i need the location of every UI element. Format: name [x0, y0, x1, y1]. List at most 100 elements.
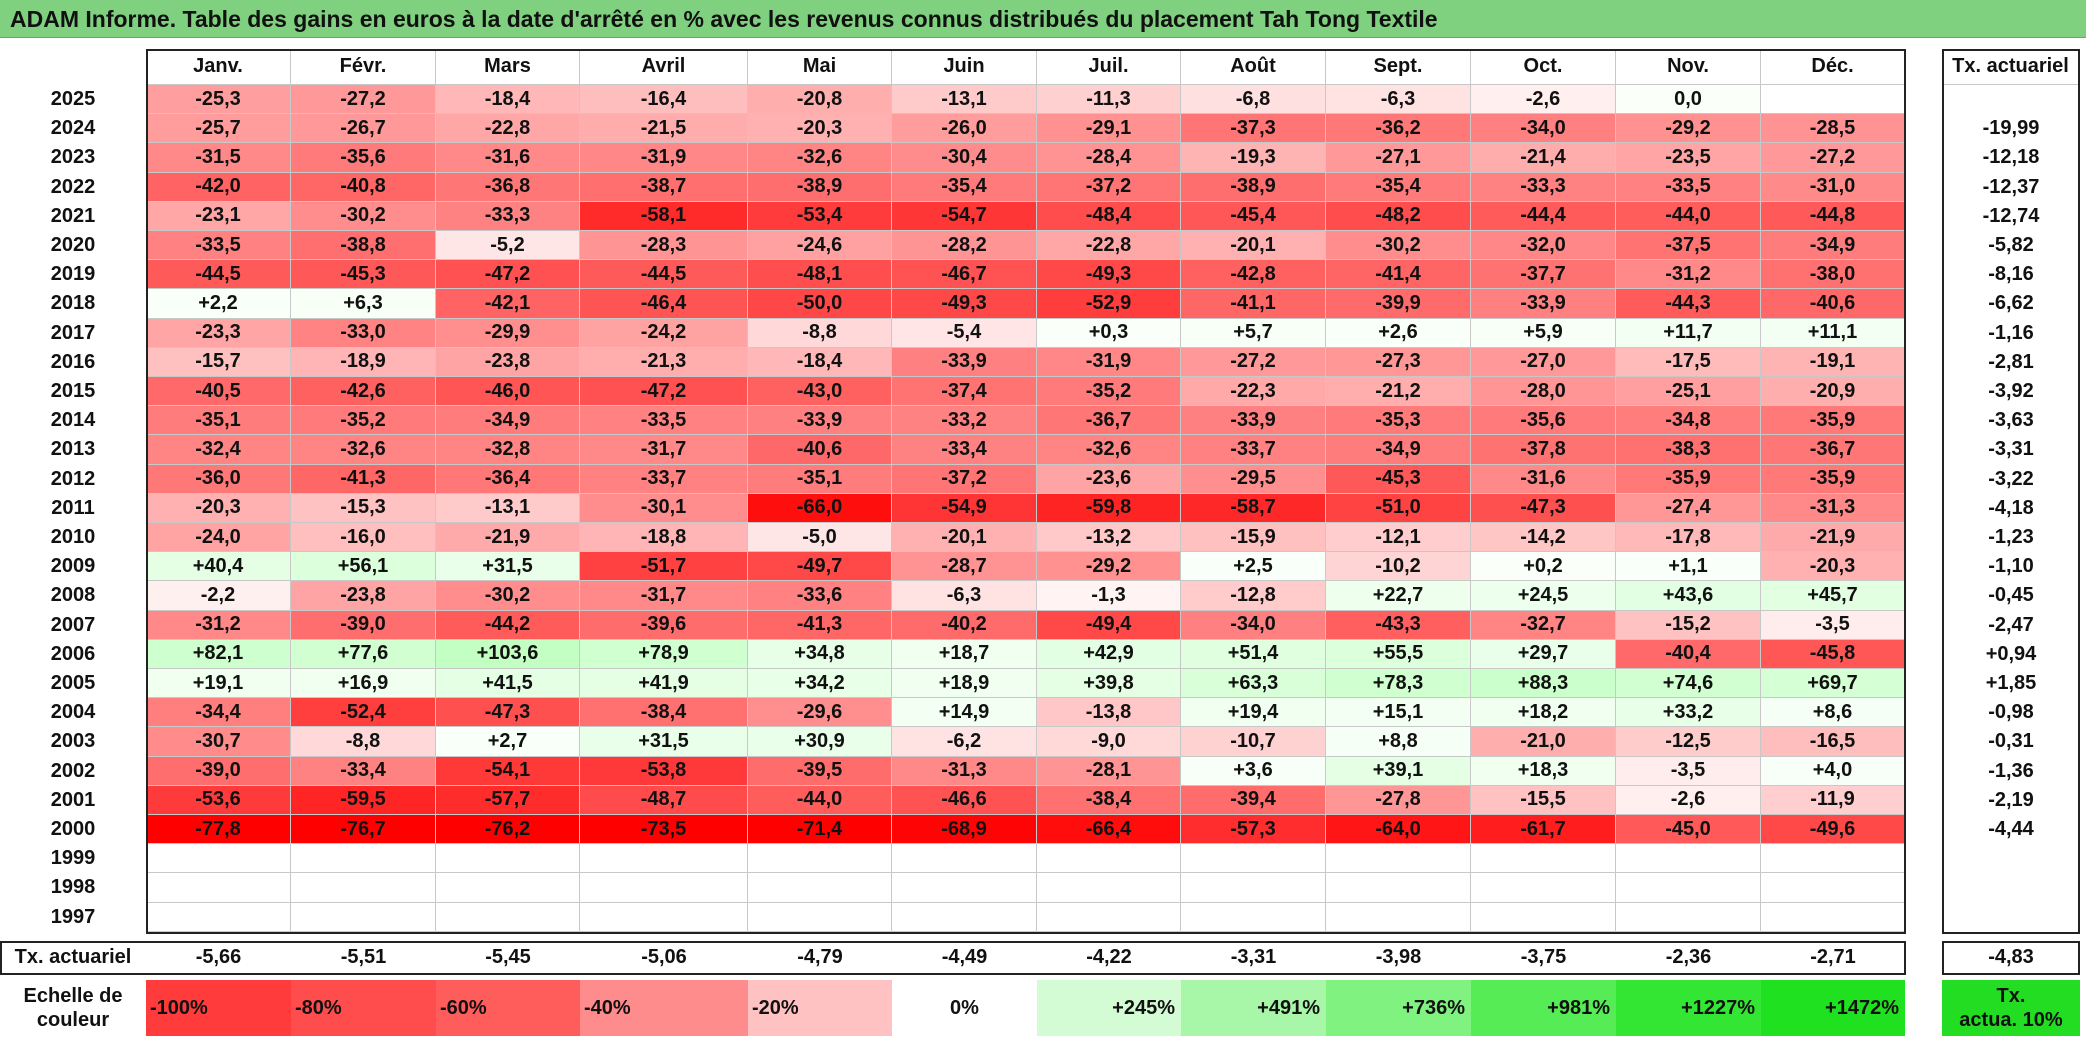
- value-cell: +0,3: [1037, 318, 1181, 348]
- month-header: Sept.: [1326, 49, 1471, 85]
- value-cell: [436, 844, 580, 874]
- value-cell: -41,1: [1181, 289, 1326, 319]
- value-cell: +103,6: [436, 639, 580, 669]
- value-cell: +8,8: [1326, 727, 1471, 757]
- year-label: 2004: [50, 701, 96, 724]
- year-label: 2021: [50, 204, 96, 227]
- color-scale-label-line1: Echelle de: [23, 985, 123, 1007]
- value-cell: +82,1: [146, 639, 291, 669]
- value-cell: 0,0: [1616, 85, 1761, 115]
- value-cell: -34,4: [146, 698, 291, 728]
- value-cell: +31,5: [436, 552, 580, 582]
- month-header: Août: [1181, 49, 1326, 85]
- value-cell: -2,6: [1616, 785, 1761, 815]
- value-cell: -28,5: [1761, 114, 1905, 144]
- value-cell: -27,2: [291, 85, 436, 115]
- annual-rate-cell: +1,85: [1985, 672, 2037, 695]
- value-cell: -33,3: [436, 201, 580, 231]
- value-cell: -20,1: [892, 523, 1037, 553]
- year-label: 1997: [50, 905, 96, 928]
- year-label: 1999: [50, 847, 96, 870]
- value-cell: +2,7: [436, 727, 580, 757]
- value-cell: -73,5: [580, 815, 748, 845]
- value-cell: -51,0: [1326, 493, 1471, 523]
- value-cell: [1181, 844, 1326, 874]
- value-cell: -66,4: [1037, 815, 1181, 845]
- value-cell: +16,9: [291, 669, 436, 699]
- annual-rate-cell: -12,74: [1982, 204, 2040, 227]
- value-cell: +19,4: [1181, 698, 1326, 728]
- month-header: Janv.: [146, 49, 291, 85]
- value-cell: +34,8: [748, 639, 892, 669]
- value-cell: -30,2: [291, 201, 436, 231]
- value-cell: [748, 902, 892, 932]
- value-cell: -22,8: [436, 114, 580, 144]
- value-cell: -49,4: [1037, 610, 1181, 640]
- value-cell: -46,7: [892, 260, 1037, 290]
- value-cell: -5,0: [748, 523, 892, 553]
- value-cell: -61,7: [1471, 815, 1616, 845]
- value-cell: +40,4: [146, 552, 291, 582]
- value-cell: -30,2: [1326, 231, 1471, 261]
- value-cell: -22,3: [1181, 377, 1326, 407]
- year-label: 2001: [50, 788, 96, 811]
- value-cell: [892, 873, 1037, 903]
- value-cell: [1616, 844, 1761, 874]
- annual-rate-cell: -2,19: [1988, 788, 2034, 811]
- footer-rate-cell: -4,49: [941, 946, 988, 969]
- value-cell: [748, 873, 892, 903]
- value-cell: -12,8: [1181, 581, 1326, 611]
- value-cell: -33,5: [1616, 172, 1761, 202]
- value-cell: -47,2: [580, 377, 748, 407]
- value-cell: -42,8: [1181, 260, 1326, 290]
- value-cell: -29,6: [748, 698, 892, 728]
- color-scale-step: -100%: [146, 980, 291, 1036]
- value-cell: -36,4: [436, 464, 580, 494]
- value-cell: +51,4: [1181, 639, 1326, 669]
- year-label: 2015: [50, 380, 96, 403]
- value-cell: -33,9: [1471, 289, 1616, 319]
- value-cell: [1616, 873, 1761, 903]
- value-cell: -53,6: [146, 785, 291, 815]
- value-cell: [436, 902, 580, 932]
- color-scale-step: -80%: [291, 980, 436, 1036]
- value-cell: +18,2: [1471, 698, 1616, 728]
- annual-rate-cell: -6,62: [1988, 292, 2034, 315]
- value-cell: -38,9: [748, 172, 892, 202]
- value-cell: -44,5: [146, 260, 291, 290]
- value-cell: -32,6: [748, 143, 892, 173]
- month-header: Févr.: [291, 49, 436, 85]
- value-cell: -36,0: [146, 464, 291, 494]
- color-scale-step: +491%: [1181, 980, 1326, 1036]
- value-cell: -13,1: [892, 85, 1037, 115]
- value-cell: +63,3: [1181, 669, 1326, 699]
- value-cell: -48,7: [580, 785, 748, 815]
- value-cell: -17,8: [1616, 523, 1761, 553]
- value-cell: -25,1: [1616, 377, 1761, 407]
- value-cell: -30,1: [580, 493, 748, 523]
- value-cell: -24,6: [748, 231, 892, 261]
- value-cell: -31,7: [580, 435, 748, 465]
- annual-rate-cell: -3,22: [1988, 467, 2034, 490]
- footer-total-rate: -4,83: [1988, 946, 2034, 969]
- value-cell: [1471, 902, 1616, 932]
- value-cell: +18,9: [892, 669, 1037, 699]
- value-cell: +11,7: [1616, 318, 1761, 348]
- value-cell: +18,3: [1471, 756, 1616, 786]
- value-cell: -39,9: [1326, 289, 1471, 319]
- annual-rate-cell: [1942, 844, 2080, 873]
- value-cell: -15,9: [1181, 523, 1326, 553]
- footer-rate-cell: -3,98: [1375, 946, 1422, 969]
- value-cell: +15,1: [1326, 698, 1471, 728]
- annual-rate-cell: -1,36: [1988, 759, 2034, 782]
- value-cell: -49,6: [1761, 815, 1905, 845]
- value-cell: -13,2: [1037, 523, 1181, 553]
- value-cell: -16,4: [580, 85, 748, 115]
- value-cell: -18,4: [748, 347, 892, 377]
- value-cell: -33,4: [291, 756, 436, 786]
- value-cell: -31,7: [580, 581, 748, 611]
- value-cell: -76,2: [436, 815, 580, 845]
- value-cell: -31,9: [1037, 347, 1181, 377]
- annual-rate-cell: +0,94: [1985, 642, 2037, 665]
- value-cell: -28,0: [1471, 377, 1616, 407]
